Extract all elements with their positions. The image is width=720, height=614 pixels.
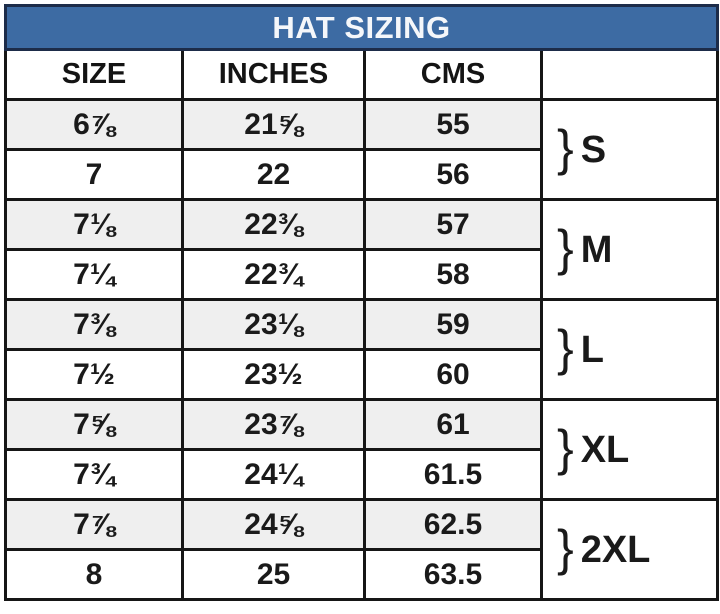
table-row: 7¼ 22¾ 58 [4, 248, 718, 301]
brace-glyph: } [557, 319, 574, 376]
cms-cell: 61.5 [363, 448, 543, 501]
size-cell: 7⅝ [4, 398, 184, 451]
cms-cell: 63.5 [363, 548, 543, 601]
inches-cell: 21⅝ [181, 98, 366, 151]
cms-cell: 56 [363, 148, 543, 201]
cms-cell: 58 [363, 248, 543, 301]
size-cell: 7⅞ [4, 498, 184, 551]
cms-cell: 60 [363, 348, 543, 401]
group-label: 2XL [580, 528, 651, 571]
title-row: HAT SIZING [4, 4, 719, 51]
inches-cell: 25 [181, 548, 366, 601]
page-title: HAT SIZING [4, 4, 719, 51]
column-header-inches: INCHES [181, 48, 366, 101]
table-row: 7½ 23½ 60 [4, 348, 718, 401]
group-label: L [580, 328, 604, 371]
size-cell: 7¾ [4, 448, 184, 501]
group-cell-m: } M [540, 198, 719, 301]
inches-cell: 24⅝ [181, 498, 366, 551]
inches-cell: 22 [181, 148, 366, 201]
inches-cell: 23⅛ [181, 298, 366, 351]
table-row: 7⅜ 23⅛ 59 } L [4, 298, 719, 401]
inches-cell: 22⅜ [181, 198, 366, 251]
size-cell: 7⅜ [4, 298, 184, 351]
brace-glyph: } [557, 519, 574, 576]
column-header-cms: CMS [363, 48, 543, 101]
table-row: 8 25 63.5 [4, 548, 718, 601]
cms-cell: 57 [363, 198, 543, 251]
table-row: 7⅞ 24⅝ 62.5 } 2XL [4, 498, 719, 601]
group-label: S [580, 128, 607, 171]
brace-glyph: } [557, 219, 574, 276]
group-cell-2xl: } 2XL [540, 498, 719, 601]
cms-cell: 61 [363, 398, 543, 451]
table-row: 7 22 56 [4, 148, 718, 201]
group-cell-l: } L [540, 298, 719, 401]
size-cell: 7⅛ [4, 198, 184, 251]
size-cell: 6⅞ [4, 98, 184, 151]
group-cell-s: } S [540, 98, 719, 201]
cms-cell: 55 [363, 98, 543, 151]
size-cell: 7¼ [4, 248, 184, 301]
brace-glyph: } [557, 119, 574, 176]
hat-sizing-table: HAT SIZING SIZE INCHES CMS 6⅞ 21⅝ 55 } S … [4, 4, 719, 601]
cms-cell: 62.5 [363, 498, 543, 551]
hat-sizing-sheet: HAT SIZING SIZE INCHES CMS 6⅞ 21⅝ 55 } S … [4, 4, 719, 601]
table-row: 6⅞ 21⅝ 55 } S [4, 98, 719, 201]
size-cell: 8 [4, 548, 184, 601]
header-row: SIZE INCHES CMS [4, 48, 719, 101]
inches-cell: 24¼ [181, 448, 366, 501]
table-row: 7⅛ 22⅜ 57 } M [4, 198, 719, 301]
cms-cell: 59 [363, 298, 543, 351]
group-cell-xl: } XL [540, 398, 719, 501]
size-cell: 7 [4, 148, 184, 201]
size-cell: 7½ [4, 348, 184, 401]
table-row: 7⅝ 23⅞ 61 } XL [4, 398, 719, 501]
brace-glyph: } [557, 419, 574, 476]
inches-cell: 23½ [181, 348, 366, 401]
column-header-size: SIZE [4, 48, 184, 101]
inches-cell: 23⅞ [181, 398, 366, 451]
group-label: M [580, 228, 613, 271]
table-row: 7¾ 24¼ 61.5 [4, 448, 718, 501]
inches-cell: 22¾ [181, 248, 366, 301]
group-label: XL [580, 428, 630, 471]
column-header-group [540, 48, 719, 101]
